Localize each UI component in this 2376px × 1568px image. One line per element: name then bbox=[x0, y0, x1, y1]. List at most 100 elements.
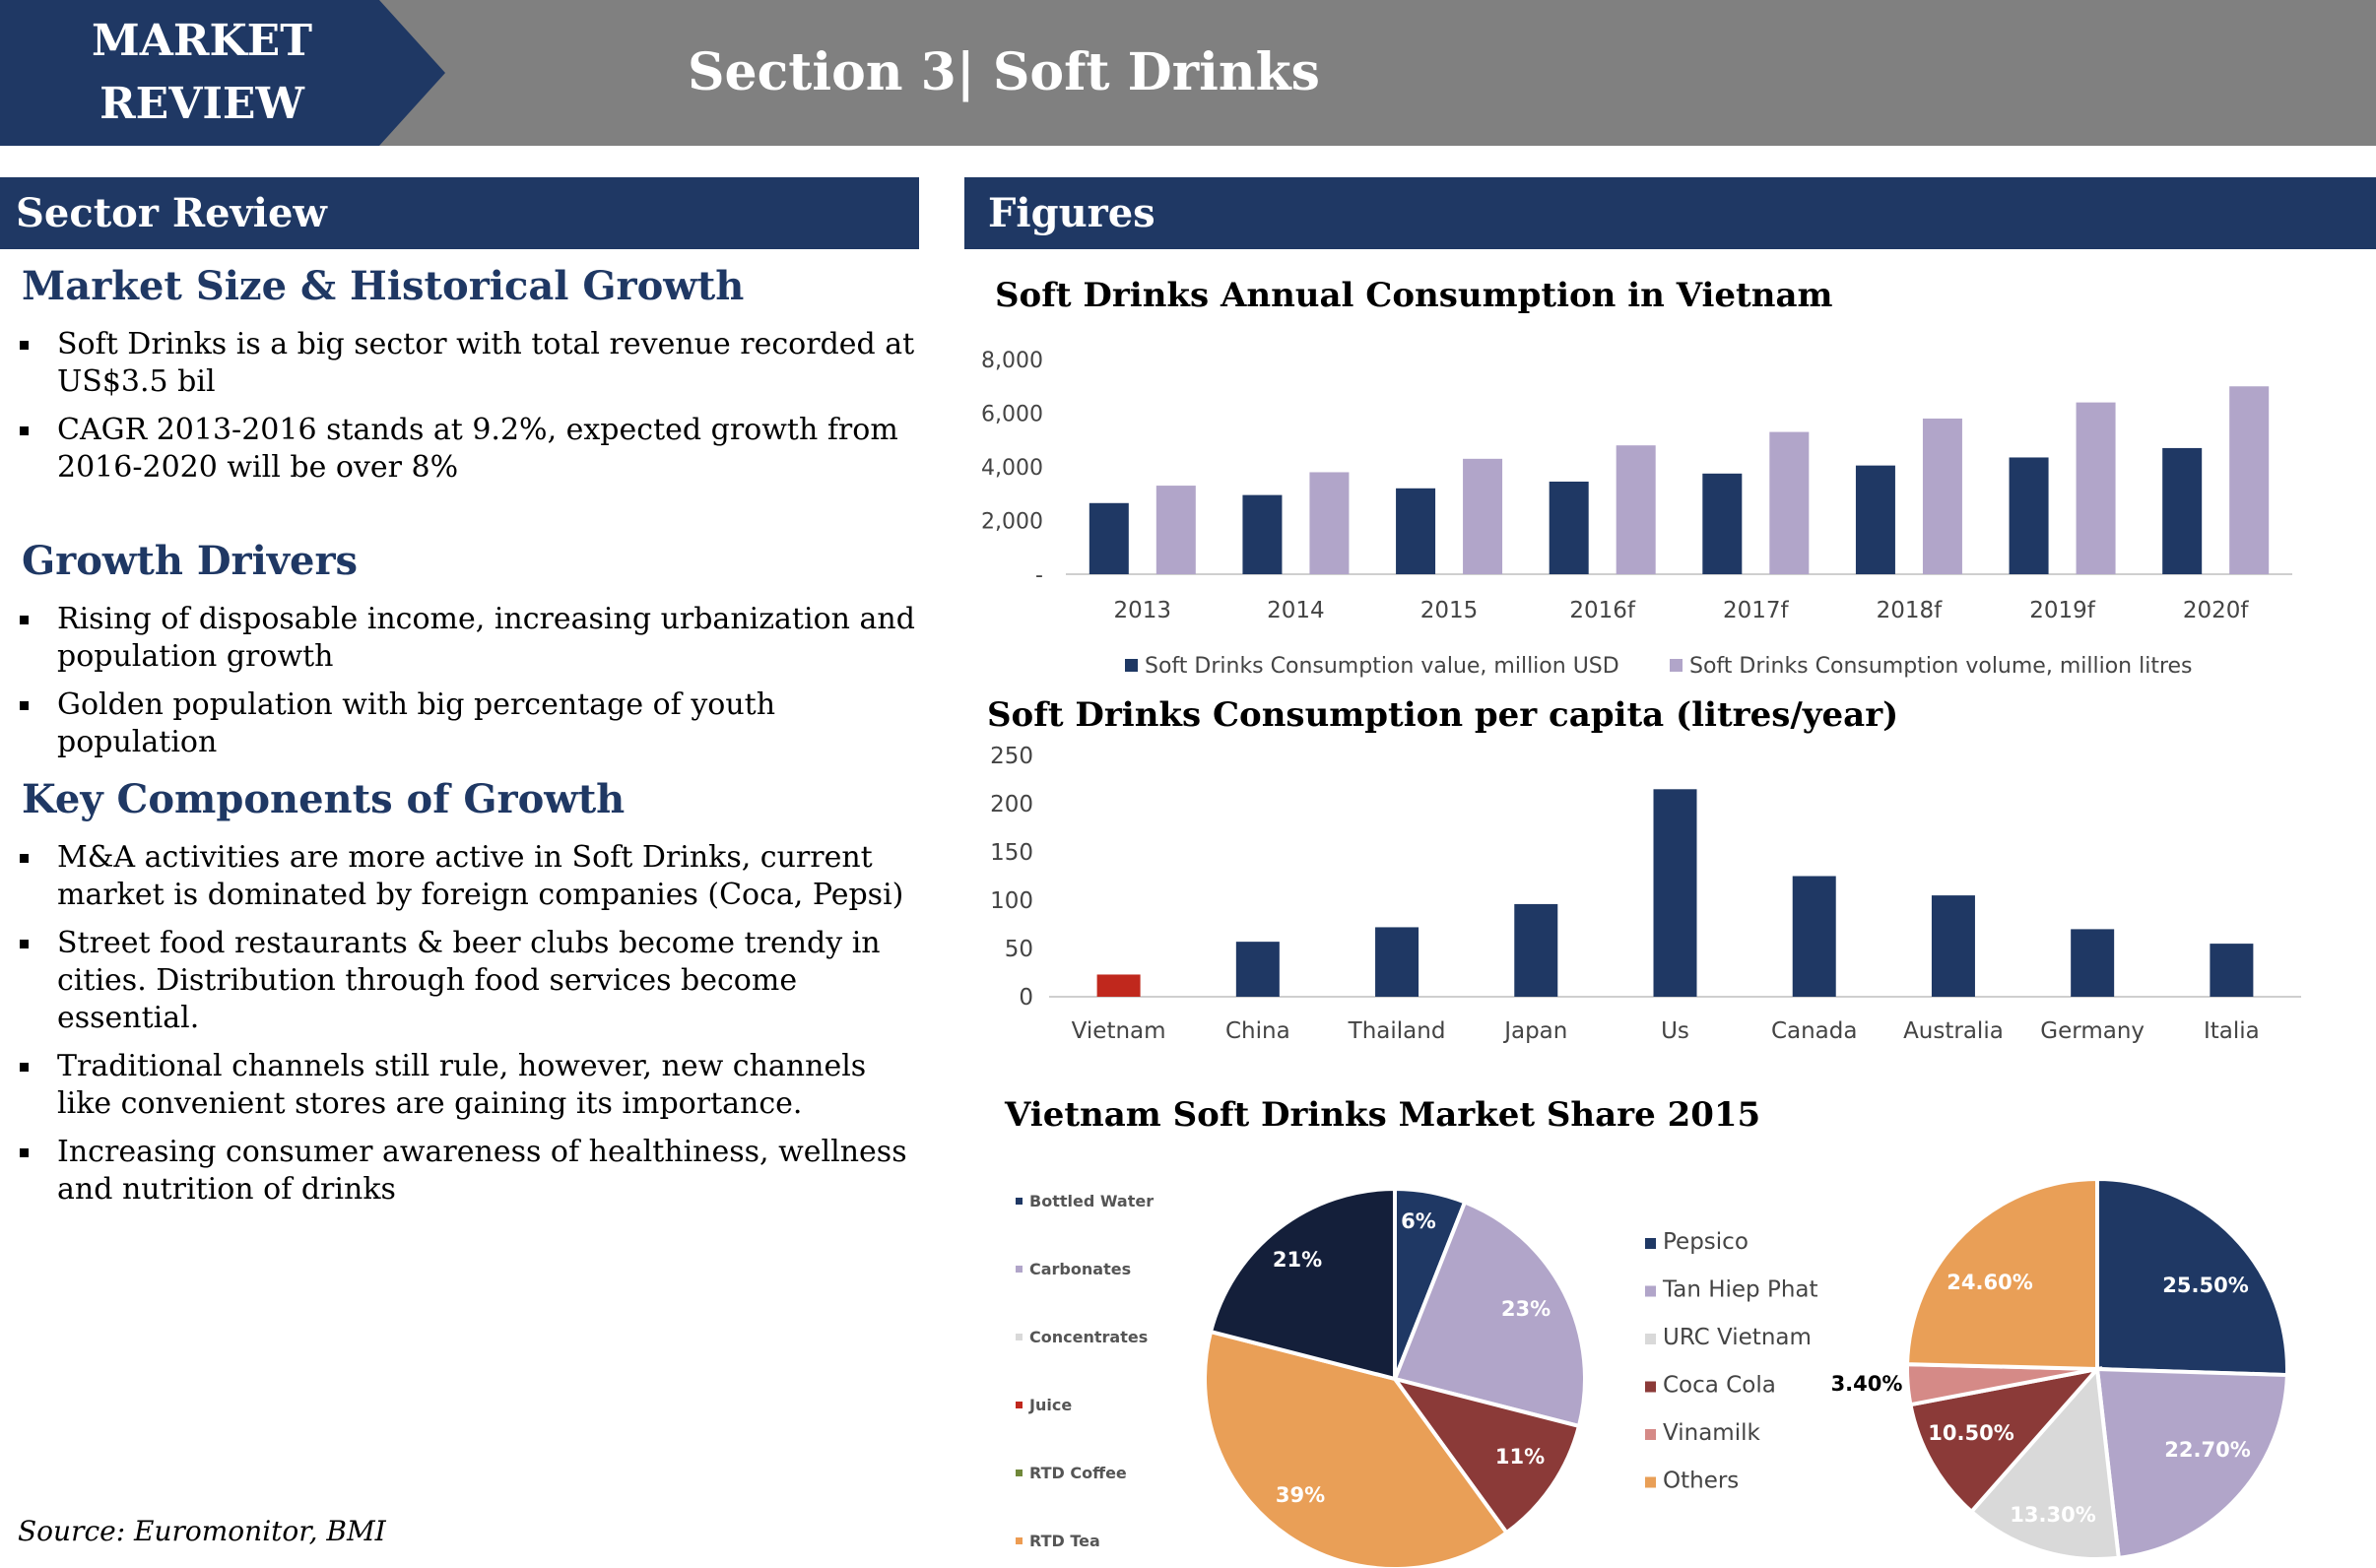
bar-value bbox=[1242, 494, 1283, 574]
slice-label: 24.60% bbox=[1947, 1271, 2032, 1294]
legend-label: Bottled Water bbox=[1029, 1192, 1154, 1210]
bar-volume bbox=[1463, 458, 1503, 574]
x-tick-label: 2019f bbox=[2029, 598, 2096, 623]
bullet-item: Rising of disposable income, increasing … bbox=[18, 601, 924, 676]
slice-label: 13.30% bbox=[2010, 1503, 2095, 1527]
chart3-title: Vietnam Soft Drinks Market Share 2015 bbox=[1005, 1095, 1761, 1135]
legend-label: Soft Drinks Consumption value, million U… bbox=[1145, 654, 1619, 679]
slice-label: 3.40% bbox=[1831, 1372, 1903, 1396]
legend-swatch bbox=[1645, 1285, 1656, 1297]
slice-label: 11% bbox=[1495, 1445, 1545, 1469]
legend-swatch bbox=[1645, 1238, 1656, 1249]
bullet-item: Increasing consumer awareness of healthi… bbox=[18, 1134, 924, 1209]
bar-volume bbox=[2076, 402, 2116, 574]
bar bbox=[1931, 895, 1975, 997]
chart2-title: Soft Drinks Consumption per capita (litr… bbox=[987, 695, 1899, 735]
x-tick-label: Italia bbox=[2204, 1018, 2260, 1044]
legend-swatch bbox=[1670, 659, 1683, 672]
x-tick-label: Germany bbox=[2040, 1018, 2145, 1044]
legend-label: Pepsico bbox=[1663, 1229, 1749, 1255]
legend-label: Carbonates bbox=[1029, 1260, 1131, 1278]
x-tick-label: Vietnam bbox=[1072, 1018, 1166, 1044]
x-tick-label: 2017f bbox=[1723, 598, 1790, 623]
x-tick-label: 2014 bbox=[1267, 598, 1325, 623]
legend-label: Others bbox=[1663, 1469, 1739, 1494]
bar-volume bbox=[1616, 445, 1656, 574]
pie-slice bbox=[2095, 1176, 2289, 1378]
pie-slice bbox=[1392, 1199, 1587, 1429]
legend-swatch bbox=[1125, 659, 1138, 672]
slice-label: 23% bbox=[1501, 1297, 1551, 1321]
legend-swatch bbox=[1645, 1429, 1656, 1440]
bar bbox=[1375, 927, 1419, 997]
bar-value bbox=[2009, 457, 2049, 574]
legend-swatch bbox=[1016, 1537, 1023, 1544]
legend-swatch bbox=[1016, 1266, 1023, 1273]
bar-volume bbox=[1769, 431, 1810, 574]
legend-label: Soft Drinks Consumption volume, million … bbox=[1689, 654, 2193, 679]
bar-value bbox=[2162, 447, 2203, 574]
bar bbox=[1235, 942, 1280, 997]
header-badge bbox=[0, 0, 445, 146]
y-tick-label: 150 bbox=[990, 840, 1033, 866]
pie-slice bbox=[1968, 1364, 2121, 1561]
legend-label: URC Vietnam bbox=[1663, 1325, 1812, 1350]
x-tick-label: 2020f bbox=[2183, 598, 2250, 623]
bullet-item: Street food restaurants & beer clubs bec… bbox=[18, 925, 924, 1037]
y-tick-label: 2,000 bbox=[981, 510, 1043, 535]
bullet-item: Golden population with big percentage of… bbox=[18, 686, 924, 761]
slice-label: 21% bbox=[1273, 1248, 1322, 1272]
bar-volume bbox=[1155, 486, 1196, 574]
legend-swatch bbox=[1645, 1476, 1656, 1488]
legend-label: RTD Coffee bbox=[1029, 1464, 1127, 1482]
legend-swatch bbox=[1645, 1381, 1656, 1393]
y-tick-label: 8,000 bbox=[981, 349, 1043, 373]
x-tick-label: 2015 bbox=[1420, 598, 1479, 623]
bar bbox=[1514, 903, 1558, 997]
legend-label: Concentrates bbox=[1029, 1328, 1148, 1346]
legend-label: Tan Hiep Phat bbox=[1662, 1277, 1818, 1303]
y-tick-label: 250 bbox=[990, 744, 1033, 769]
legend-swatch bbox=[1016, 1198, 1023, 1205]
bar-value bbox=[1855, 465, 1895, 574]
source-note: Source: Euromonitor, BMI bbox=[18, 1515, 386, 1547]
x-tick-label: 2016f bbox=[1569, 598, 1636, 623]
y-tick-label: 100 bbox=[990, 888, 1033, 914]
sector-review-bar: Sector Review bbox=[0, 177, 919, 249]
bar bbox=[2071, 929, 2115, 997]
x-tick-label: Canada bbox=[1771, 1018, 1858, 1044]
slice-label: 10.50% bbox=[1928, 1421, 2013, 1445]
x-tick-label: 2013 bbox=[1114, 598, 1172, 623]
header-badge-text: MARKET REVIEW bbox=[0, 0, 404, 146]
bar bbox=[1792, 876, 1836, 997]
legend-swatch bbox=[1016, 1334, 1023, 1340]
bar-volume bbox=[2229, 386, 2270, 574]
legend-label: Coca Cola bbox=[1663, 1373, 1776, 1399]
legend-label: Juice bbox=[1028, 1396, 1072, 1414]
growth-drivers-bullets: Rising of disposable income, increasing … bbox=[18, 601, 924, 772]
bar-value bbox=[1089, 502, 1129, 574]
heading-key-components: Key Components of Growth bbox=[22, 776, 626, 822]
market-size-bullets: Soft Drinks is a big sector with total r… bbox=[18, 326, 924, 497]
legend-swatch bbox=[1016, 1470, 1023, 1476]
bar bbox=[2210, 944, 2254, 997]
bar-volume bbox=[1922, 418, 1962, 574]
chart1-title: Soft Drinks Annual Consumption in Vietna… bbox=[995, 276, 1833, 315]
bar bbox=[1653, 789, 1697, 997]
bullet-item: CAGR 2013-2016 stands at 9.2%, expected … bbox=[18, 412, 924, 487]
slice-label: 25.50% bbox=[2162, 1274, 2248, 1297]
bar-value bbox=[1702, 473, 1743, 574]
key-components-bullets: M&A activities are more active in Soft D… bbox=[18, 839, 924, 1219]
badge-line-2: REVIEW bbox=[99, 79, 304, 129]
x-tick-label: 2018f bbox=[1877, 598, 1944, 623]
slice-label: 6% bbox=[1401, 1209, 1436, 1233]
badge-line-1: MARKET bbox=[92, 16, 312, 66]
bullet-item: Traditional channels still rule, however… bbox=[18, 1048, 924, 1123]
annual-consumption-chart: - 2,000 4,000 6,000 8,000 2013 2014 2015 2016f 20… bbox=[981, 349, 2292, 679]
heading-market-size: Market Size & Historical Growth bbox=[22, 263, 745, 309]
pie-slice bbox=[1390, 1375, 1582, 1535]
bullet-item: M&A activities are more active in Soft D… bbox=[18, 839, 924, 914]
slice-label: 22.70% bbox=[2164, 1438, 2250, 1462]
heading-growth-drivers: Growth Drivers bbox=[22, 538, 359, 584]
y-tick-label: 50 bbox=[1005, 937, 1033, 962]
